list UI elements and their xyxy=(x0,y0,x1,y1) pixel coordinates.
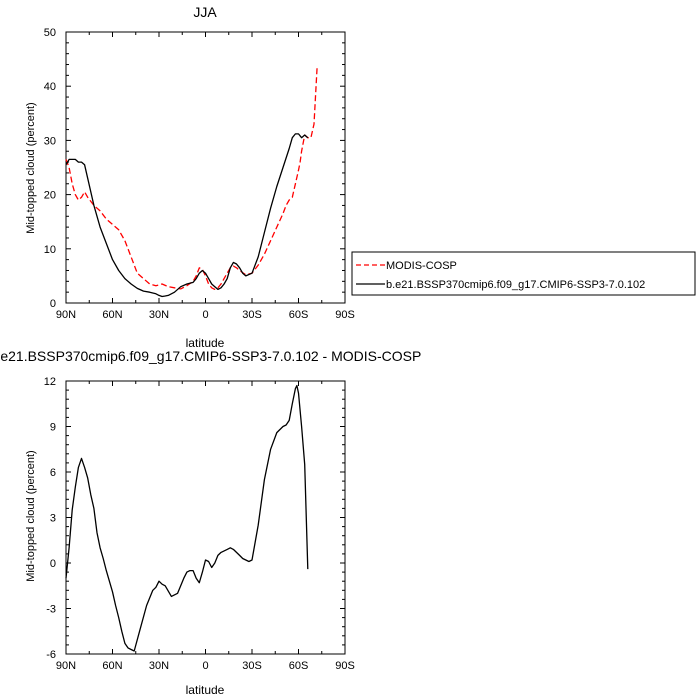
top-y-tick-label: 50 xyxy=(44,27,56,39)
legend: MODIS-COSP b.e21.BSSP370cmip6.f09_g17.CM… xyxy=(351,251,696,296)
bottom-x-tick-label: 0 xyxy=(202,660,208,672)
top-series-line-0 xyxy=(65,67,318,291)
top-y-tick-label: 0 xyxy=(50,298,56,310)
top-x-tick-label: 90S xyxy=(335,309,355,321)
top-x-tick-label: 90N xyxy=(56,309,76,321)
top-x-tick-label: 30S xyxy=(242,309,262,321)
bottom-x-tick-label: 60S xyxy=(289,660,309,672)
chart-title-top: JJA xyxy=(193,4,217,20)
bottom-y-tick-label: 0 xyxy=(50,558,56,570)
chart-panel-bottom: b.e21.BSSP370cmip6.f09_g17.CMIP6-SSP3-7.… xyxy=(0,348,421,697)
top-y-tick-label: 10 xyxy=(44,244,56,256)
x-axis-label-top: latitude xyxy=(186,336,225,350)
top-x-tick-label: 30N xyxy=(149,309,169,321)
top-x-tick-label: 60N xyxy=(102,309,122,321)
legend-label-modis: MODIS-COSP xyxy=(386,260,457,272)
chart-title-bottom: b.e21.BSSP370cmip6.f09_g17.CMIP6-SSP3-7.… xyxy=(0,348,421,364)
bottom-plot-frame xyxy=(65,380,346,655)
bottom-x-tick-label: 90S xyxy=(335,660,355,672)
top-y-tick-label: 20 xyxy=(44,190,56,202)
bottom-y-tick-label: 3 xyxy=(50,513,56,525)
bottom-y-tick-label: -3 xyxy=(46,604,56,616)
top-y-tick-label: 40 xyxy=(44,81,56,93)
bottom-series-line-0 xyxy=(65,384,309,652)
legend-label-model: b.e21.BSSP370cmip6.f09_g17.CMIP6-SSP3-7.… xyxy=(386,279,645,291)
bottom-x-tick-label: 90N xyxy=(56,660,76,672)
legend-box xyxy=(351,251,696,296)
bottom-y-tick-label: 6 xyxy=(50,467,56,479)
top-series-line-1 xyxy=(65,133,309,298)
top-x-tick-label: 60S xyxy=(289,309,309,321)
x-axis-label-bottom: latitude xyxy=(186,683,225,697)
bottom-y-tick-label: 12 xyxy=(44,376,56,388)
bottom-x-tick-label: 30S xyxy=(242,660,262,672)
bottom-y-tick-label: 9 xyxy=(50,422,56,434)
y-axis-label-top: Mid-topped cloud (percent) xyxy=(25,102,37,233)
top-x-tick-label: 0 xyxy=(202,309,208,321)
bottom-y-tick-label: -6 xyxy=(46,649,56,661)
top-plot-frame xyxy=(65,31,346,304)
top-y-tick-label: 30 xyxy=(44,135,56,147)
bottom-x-tick-label: 30N xyxy=(149,660,169,672)
y-axis-label-bottom: Mid-topped cloud (percent) xyxy=(25,450,37,581)
bottom-x-tick-label: 60N xyxy=(102,660,122,672)
chart-panel-top: JJA Mid-topped cloud (percent) latitude … xyxy=(25,4,355,350)
